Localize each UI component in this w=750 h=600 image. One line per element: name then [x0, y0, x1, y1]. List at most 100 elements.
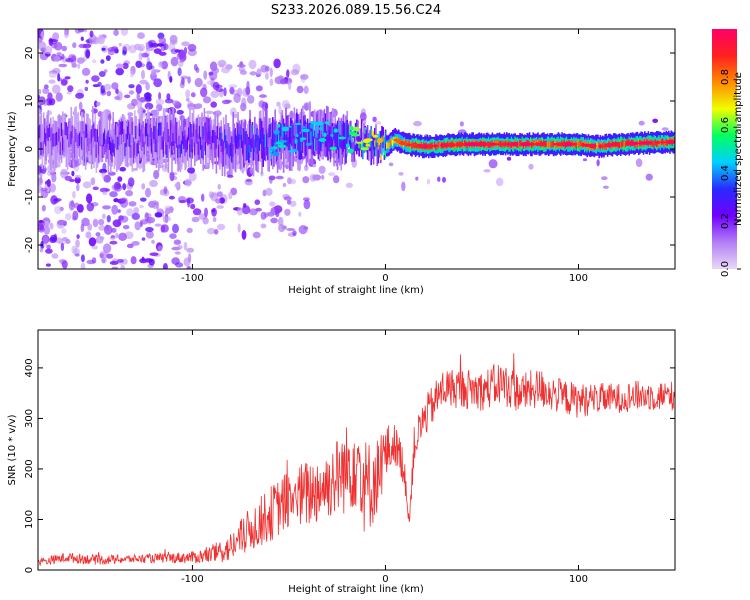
spectrogram-ridge-cell	[293, 121, 296, 148]
spectrogram-ridge-cell	[167, 135, 170, 162]
spectrogram-noise-blob	[287, 199, 292, 205]
spectrogram-ridge-cell	[53, 133, 56, 147]
spectrogram-ridge-cell	[548, 140, 550, 147]
spectrogram-ridge-cell	[579, 140, 581, 147]
spectrogram-ridge-cell	[329, 133, 332, 160]
spectrogram-ridge-cell	[60, 132, 63, 159]
spectrogram-noise-blob	[175, 262, 184, 268]
spectrogram-noise-blob	[102, 205, 111, 210]
spectrogram-ridge-cell	[372, 131, 375, 138]
spectrogram-ridge-cell	[146, 130, 148, 157]
spectrogram-noise-blob	[105, 224, 110, 231]
spectrogram-ridge-cell	[227, 143, 230, 157]
spectrogram-ridge-cell	[141, 135, 143, 149]
snr-y-tick-label: 0	[24, 567, 35, 573]
spectrogram-noise-blob	[126, 208, 134, 217]
spectrogram-ridge-cell	[254, 122, 256, 149]
spectrogram-ridge-cell	[551, 141, 554, 148]
spectrogram-noise-blob	[42, 243, 48, 247]
snr-x-axis-label: Height of straight line (km)	[288, 584, 424, 595]
spectrogram-ridge-cell	[88, 138, 90, 152]
spectrogram-ridge-cell	[327, 120, 329, 134]
spectrogram-ridge-cell	[156, 133, 159, 146]
spectrogram-hot-spot	[330, 133, 334, 137]
spectrogram-ridge-cell	[101, 144, 104, 158]
spectrogram-ridge-cell	[122, 135, 124, 162]
spectrogram-noise-blob	[298, 225, 308, 235]
spectrogram-noise-blob	[252, 231, 261, 239]
spectrogram-ridge-cell	[257, 137, 260, 151]
spectrogram-ridge-cell	[264, 135, 267, 162]
spectrogram-noise-blob	[145, 42, 149, 50]
spectrogram-noise-blob	[42, 87, 50, 95]
spectrogram-noise-blob	[137, 44, 145, 52]
spectrogram-y-tick-label: -20	[24, 237, 35, 253]
spectrogram-noise-blob	[57, 72, 61, 82]
spectrogram-ridge-cell	[518, 141, 520, 149]
spectrogram-noise-blob	[116, 91, 123, 101]
spectrogram-noise-blob	[176, 109, 184, 115]
spectrogram-noise-blob	[216, 191, 223, 198]
spectrogram-ridge-cell	[276, 134, 279, 160]
spectrogram-ridge-cell	[260, 129, 262, 143]
spectrogram-ridge-cell	[138, 123, 141, 137]
spectrogram-ridge-cell	[136, 143, 138, 157]
spectrogram-noise-blob	[122, 62, 129, 70]
spectrogram-ridge-cell	[236, 135, 238, 149]
spectrogram-noise-blob	[53, 55, 61, 62]
spectrogram-noise-blob	[223, 87, 227, 97]
spectrogram-ridge-cell	[220, 132, 222, 146]
spectrogram-ridge-cell	[168, 135, 171, 149]
spectrogram-ridge-cell	[202, 126, 204, 140]
spectrogram-noise-blob	[106, 253, 114, 259]
spectrogram-noise-blob	[85, 231, 92, 239]
spectrogram-noise-blob	[167, 70, 171, 80]
spectrogram-ridge-cell	[57, 132, 59, 146]
spectrogram-ridge-cell	[318, 128, 321, 155]
spectrogram-ridge-cell	[147, 119, 149, 145]
spectrogram-noise-blob	[174, 251, 181, 255]
spectrogram-noise-blob	[50, 195, 58, 205]
spectrogram-noise-blob	[52, 84, 61, 94]
spectrogram-noise-blob	[43, 225, 51, 235]
spectrogram-ridge-cell	[294, 140, 297, 154]
spectrogram-noise-blob	[121, 50, 127, 56]
spectrogram-noise-blob	[195, 103, 203, 109]
spectrogram-noise-blob	[82, 43, 92, 49]
spectrogram-noise-blob	[138, 52, 143, 61]
spectrogram-noise-blob	[153, 169, 160, 180]
spectrogram-ridge-cell	[88, 124, 90, 151]
spectrogram-noise-blob	[45, 263, 52, 267]
spectrogram-ridge-cell	[130, 117, 132, 144]
spectrogram-ridge-cell	[75, 106, 77, 150]
spectrogram-x-ticks: -100 0 100	[181, 29, 588, 284]
spectrogram-noise-blob	[38, 227, 45, 233]
spectrogram-noise-blob	[661, 127, 669, 131]
spectrogram-noise-blob	[169, 233, 177, 239]
spectrogram-noise-blob	[215, 198, 222, 204]
spectrogram-ridge-cell	[303, 127, 305, 140]
snr-x-tick-label: 100	[569, 574, 588, 585]
spectrogram-ridge-cell	[114, 122, 117, 149]
spectrogram-noise-blob	[103, 69, 108, 73]
spectrogram-ridge-cell	[166, 122, 168, 149]
spectrogram-ridge-cell	[65, 122, 68, 136]
spectrogram-ridge-cell	[69, 118, 71, 145]
spectrogram-ridge-cell	[219, 127, 221, 141]
spectrogram-noise-blob	[137, 160, 143, 170]
spectrogram-ridge-cell	[407, 140, 410, 147]
spectrogram-ridge-cell	[45, 133, 47, 147]
spectrogram-noise-blob	[273, 205, 283, 214]
spectrogram-ridge-cell	[50, 128, 52, 142]
spectrogram-noise-blob	[149, 252, 159, 256]
spectrogram-ridge-cell	[188, 127, 190, 141]
spectrogram-noise-blob	[51, 253, 59, 259]
spectrogram-ridge-cell	[173, 124, 176, 151]
spectrogram-noise-blob	[66, 91, 72, 95]
spectrogram-ridge-cell	[332, 126, 334, 140]
spectrogram-noise-blob	[303, 199, 311, 210]
spectrogram-noise-blob	[98, 225, 106, 231]
spectrogram-noise-blob	[101, 47, 106, 51]
spectrogram-ridge-cell	[272, 117, 274, 144]
spectrogram-ridge-cell	[377, 142, 380, 164]
